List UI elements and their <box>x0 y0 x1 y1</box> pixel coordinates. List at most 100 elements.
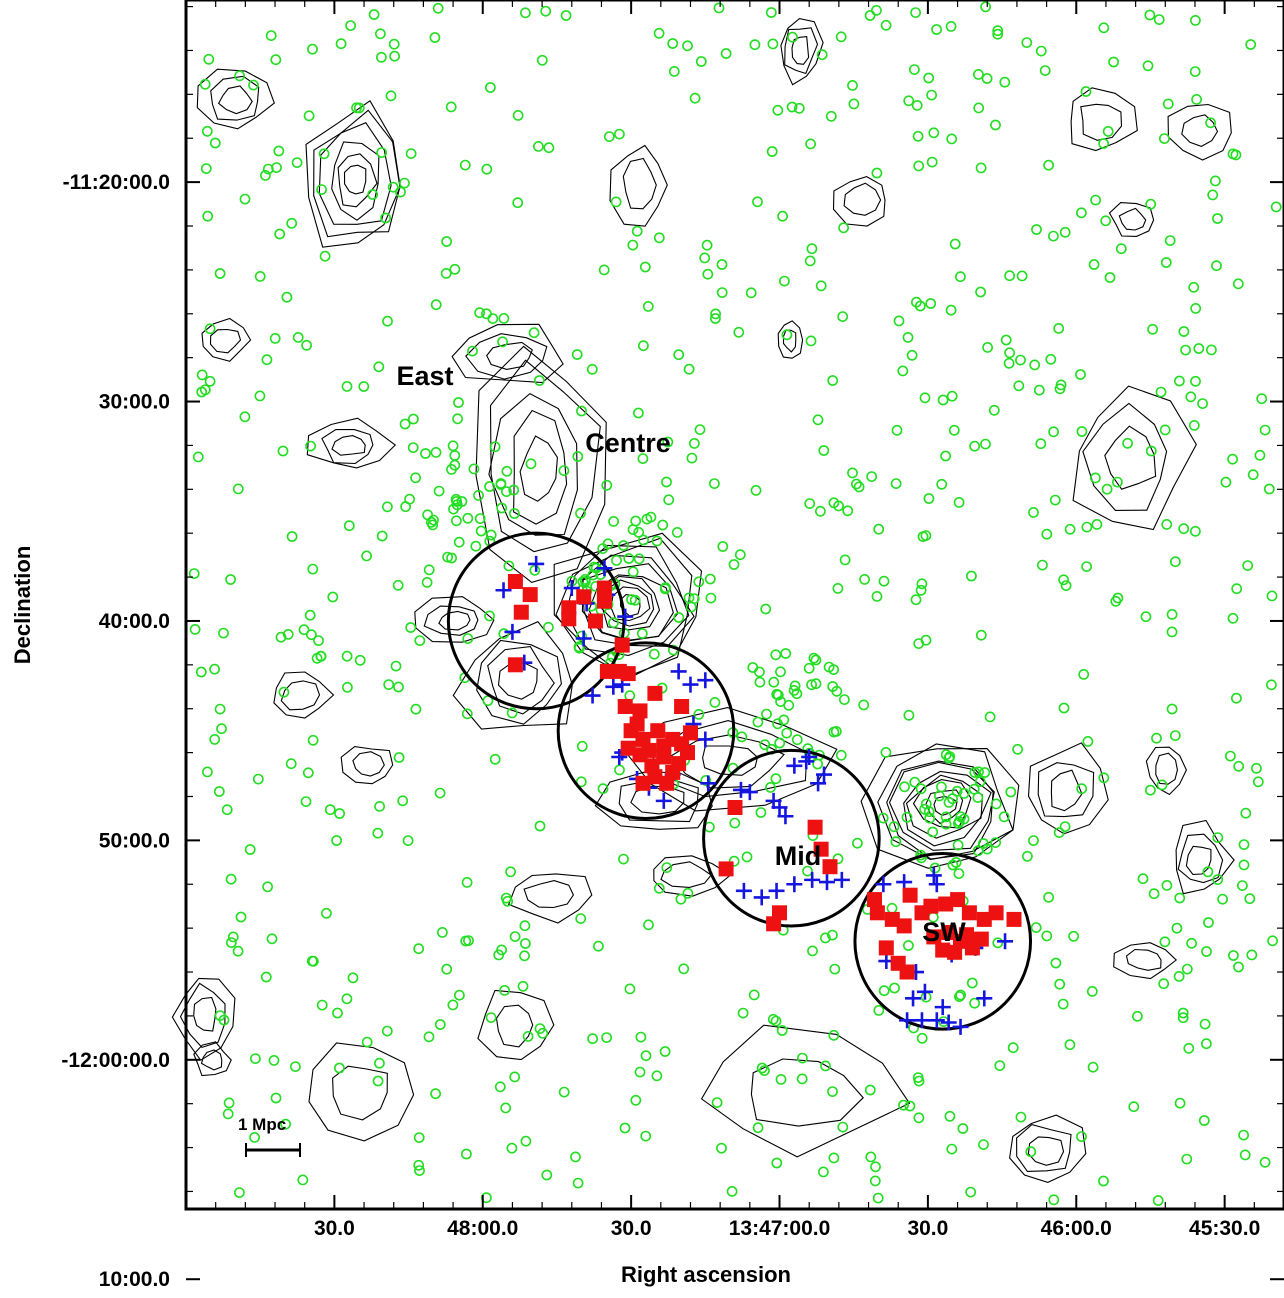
field-galaxy-marker <box>726 1186 738 1197</box>
field-galaxy-marker <box>498 312 510 324</box>
blue-cross <box>875 876 892 893</box>
field-galaxy-marker <box>869 1175 881 1187</box>
field-galaxy-marker <box>286 217 298 229</box>
field-galaxy-marker <box>659 1046 671 1057</box>
field-galaxy-marker <box>427 519 439 531</box>
field-galaxy-marker <box>449 263 461 275</box>
field-galaxy-marker <box>955 811 967 823</box>
field-galaxy-marker <box>1076 1131 1087 1142</box>
field-galaxy-marker <box>529 564 541 576</box>
field-galaxy-marker <box>1041 930 1053 942</box>
field-galaxy-marker <box>913 1112 925 1124</box>
field-galaxy-marker <box>381 501 393 513</box>
field-galaxy-marker <box>1197 398 1208 409</box>
red-square <box>884 911 900 927</box>
field-galaxy-marker <box>1108 56 1119 68</box>
red-square <box>976 911 992 927</box>
field-galaxy-marker <box>1016 270 1028 282</box>
field-galaxy-marker <box>637 453 649 464</box>
y-axis-ticks: -11:20:00.0 30:00.0 40:00.0 50:00.0 -12:00:0… <box>61 5 1284 1291</box>
field-galaxy-marker <box>571 349 583 360</box>
region-circle-centre <box>556 641 736 820</box>
field-galaxy-marker <box>661 476 672 488</box>
field-galaxy-marker <box>1004 347 1015 359</box>
field-galaxy-marker <box>446 463 457 475</box>
red-square <box>656 749 672 765</box>
field-galaxy-marker <box>759 1065 770 1076</box>
y-tick-label: 40:00.0 <box>99 610 170 633</box>
red-square <box>680 745 695 761</box>
field-galaxy-marker <box>189 624 201 635</box>
field-galaxy-marker <box>485 1012 497 1023</box>
field-galaxy-marker <box>1048 426 1059 438</box>
field-galaxy-marker <box>221 804 233 816</box>
contour-line <box>477 989 555 1061</box>
contour-line <box>877 743 1014 861</box>
contour-line <box>780 18 824 86</box>
field-galaxy-marker <box>915 584 927 596</box>
field-galaxy-marker <box>827 1086 838 1097</box>
field-galaxy-marker <box>716 287 728 298</box>
contour-line <box>832 176 886 227</box>
contour-line <box>653 855 732 897</box>
field-galaxy-marker <box>233 1187 245 1198</box>
red-square <box>659 775 675 791</box>
contour-line <box>1125 948 1162 971</box>
red-square <box>629 716 645 732</box>
field-galaxy-marker <box>1188 281 1200 293</box>
field-galaxy-marker <box>598 264 610 276</box>
field-galaxy-marker <box>593 940 604 952</box>
field-galaxy-marker <box>755 807 767 818</box>
field-galaxy-marker <box>259 169 271 181</box>
field-galaxy-marker <box>305 440 316 452</box>
field-galaxy-marker <box>774 737 786 749</box>
field-galaxy-marker <box>603 131 615 142</box>
field-galaxy-marker <box>772 689 784 701</box>
blue-cross <box>976 990 993 1007</box>
field-galaxy-marker <box>673 349 685 361</box>
field-galaxy-marker <box>815 280 827 292</box>
field-galaxy-marker <box>268 1055 280 1066</box>
field-galaxy-marker <box>1021 37 1033 48</box>
field-galaxy-marker <box>623 553 635 564</box>
field-galaxy-marker <box>307 563 319 575</box>
red-square <box>935 942 951 958</box>
field-galaxy-marker <box>1098 772 1110 784</box>
field-galaxy-marker <box>899 781 910 793</box>
field-galaxy-marker <box>951 785 963 797</box>
field-galaxy-marker <box>945 20 957 32</box>
y-tick-label: -11:20:00.0 <box>63 171 170 194</box>
field-galaxy-marker <box>847 80 858 91</box>
field-galaxy-marker <box>520 7 531 19</box>
field-galaxy-marker <box>1145 445 1157 457</box>
field-galaxy-marker <box>1202 866 1214 878</box>
contour-line <box>280 680 321 711</box>
field-galaxy-marker <box>633 553 645 565</box>
field-galaxy-marker <box>313 635 324 646</box>
blue-cross <box>528 555 545 572</box>
contour-line <box>423 605 479 636</box>
field-galaxy-marker <box>1155 386 1167 398</box>
field-galaxy-marker <box>748 989 760 1001</box>
x-tick-label: 13:47:00.0 <box>729 1217 831 1240</box>
field-galaxy-marker <box>634 1066 646 1078</box>
field-galaxy-marker <box>540 5 552 17</box>
field-galaxy-marker <box>1028 835 1039 846</box>
field-galaxy-marker <box>541 1169 553 1181</box>
contour-line <box>209 328 242 354</box>
blue-cross <box>575 630 592 647</box>
field-galaxy-marker <box>1041 528 1053 540</box>
field-galaxy-marker <box>1076 207 1087 219</box>
field-galaxy-marker <box>710 308 721 320</box>
field-galaxy-marker <box>1048 230 1059 242</box>
field-galaxy-marker <box>1225 750 1236 762</box>
field-galaxy-marker <box>716 1142 727 1154</box>
field-galaxy-marker <box>1238 1129 1249 1141</box>
scale-bar: 1 Mpc <box>238 1115 301 1157</box>
red-square <box>941 925 957 940</box>
field-galaxy-marker <box>543 621 554 633</box>
field-galaxy-marker <box>413 1159 425 1171</box>
field-galaxy-marker <box>890 836 902 848</box>
field-galaxy-marker <box>1169 730 1181 741</box>
